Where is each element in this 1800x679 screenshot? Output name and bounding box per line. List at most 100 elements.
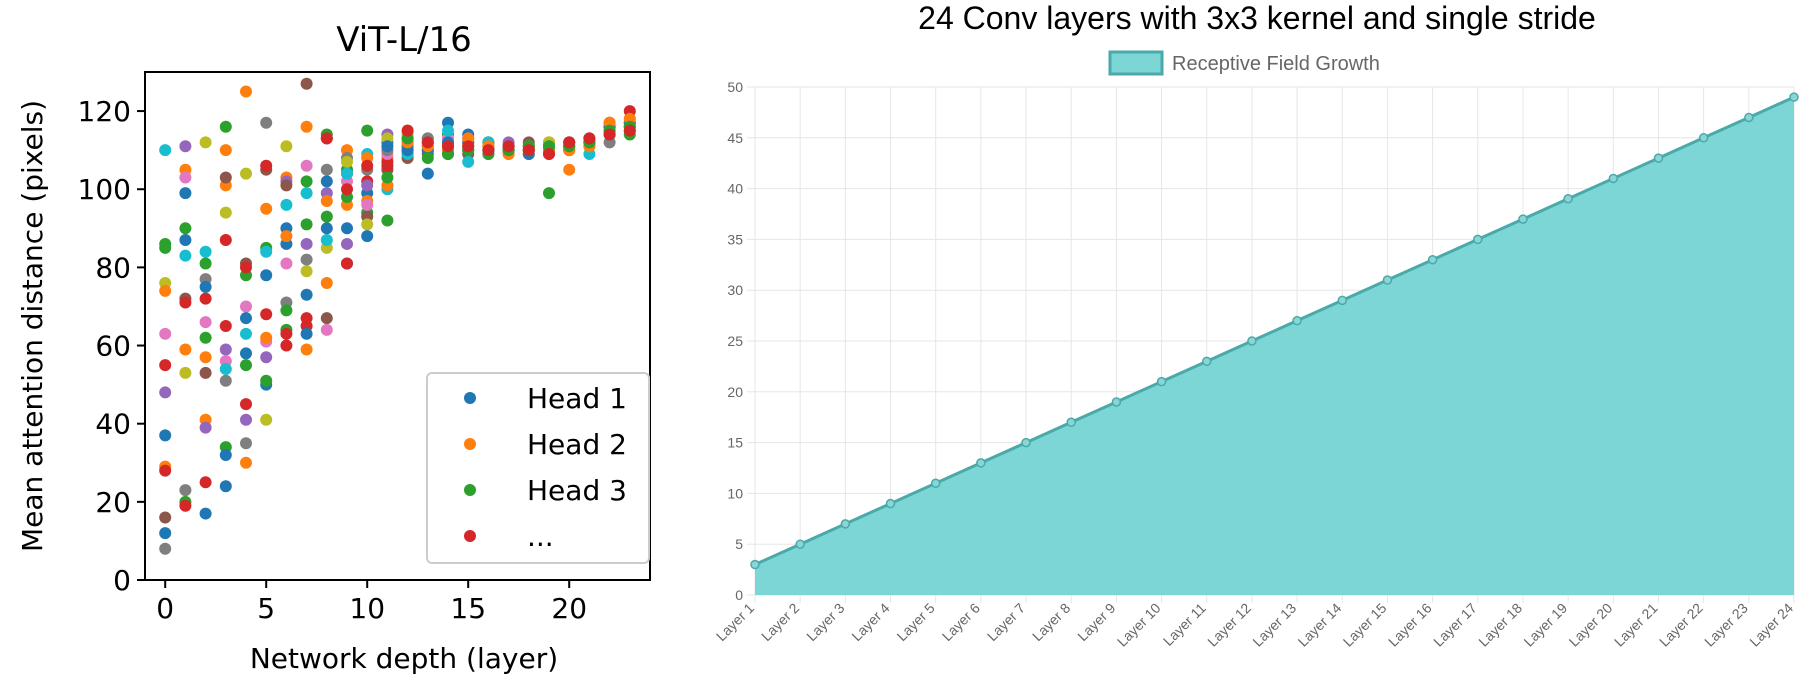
conv-data-point[interactable] xyxy=(1653,153,1664,163)
vit-data-point xyxy=(482,144,495,157)
vit-legend-label: Head 1 xyxy=(527,382,627,415)
vit-data-point xyxy=(381,140,394,153)
conv-data-point[interactable] xyxy=(840,519,851,529)
conv-data-point[interactable] xyxy=(1021,437,1031,448)
conv-x-tick-label: Layer 4 xyxy=(848,600,892,644)
vit-y-tick-label: 40 xyxy=(95,408,131,441)
vit-data-point xyxy=(280,339,293,352)
conv-data-point[interactable] xyxy=(1247,336,1257,346)
vit-data-point xyxy=(199,351,212,364)
conv-y-tick-label: 35 xyxy=(727,231,743,247)
vit-data-point xyxy=(199,292,212,305)
conv-y-tick-label: 10 xyxy=(727,485,743,501)
conv-x-tick-label: Layer 15 xyxy=(1340,600,1390,650)
vit-chart-title: ViT-L/16 xyxy=(336,20,472,60)
conv-data-point[interactable] xyxy=(1066,417,1076,428)
vit-y-tick-label: 120 xyxy=(78,95,131,128)
conv-x-tick-label: Layer 20 xyxy=(1566,600,1616,650)
vit-data-point xyxy=(442,140,454,153)
vit-x-tick-label: 10 xyxy=(349,592,385,625)
vit-data-point xyxy=(219,120,232,133)
vit-data-point xyxy=(260,269,273,282)
conv-x-tick-label: Layer 9 xyxy=(1074,600,1118,644)
conv-x-tick-label: Layer 22 xyxy=(1656,600,1706,650)
vit-data-point xyxy=(159,511,172,524)
conv-x-tick-label: Layer 13 xyxy=(1249,600,1299,650)
conv-data-point[interactable] xyxy=(795,539,805,549)
vit-data-point xyxy=(280,198,293,211)
conv-data-point[interactable] xyxy=(1744,112,1754,123)
conv-data-point[interactable] xyxy=(1337,295,1348,306)
conv-data-point[interactable] xyxy=(1292,315,1302,326)
conv-data-point[interactable] xyxy=(1789,92,1799,102)
vit-data-point xyxy=(179,484,192,497)
vit-x-tick-label: 0 xyxy=(156,592,174,625)
conv-x-tick-label: Layer 19 xyxy=(1520,600,1570,650)
vit-data-point xyxy=(300,312,313,325)
vit-data-point xyxy=(240,456,252,469)
vit-data-point xyxy=(240,167,252,180)
vit-data-point xyxy=(179,234,192,247)
conv-data-point[interactable] xyxy=(750,559,760,570)
vit-data-point xyxy=(159,144,172,157)
conv-chart-title: 24 Conv layers with 3x3 kernel and singl… xyxy=(918,0,1596,36)
vit-data-point xyxy=(260,308,273,321)
conv-area-series xyxy=(750,92,1799,595)
vit-data-point xyxy=(300,120,313,133)
conv-y-tick-label: 20 xyxy=(727,384,743,400)
vit-data-point xyxy=(320,222,333,235)
vit-data-point xyxy=(300,77,313,90)
vit-data-point xyxy=(179,499,192,512)
conv-x-tick-label: Layer 5 xyxy=(893,600,937,644)
vit-data-point xyxy=(300,218,313,231)
conv-data-point[interactable] xyxy=(1518,214,1528,224)
vit-data-point xyxy=(421,136,434,149)
conv-data-point[interactable] xyxy=(1427,254,1438,265)
vit-data-point xyxy=(179,187,192,200)
conv-y-tick-label: 30 xyxy=(727,282,743,298)
vit-data-point xyxy=(381,214,394,227)
vit-attention-scatter-chart: ViT-L/16 0 5 10 15 20 0 20 40 60 80 100 120 Network… xyxy=(16,20,651,675)
conv-data-point[interactable] xyxy=(930,478,941,488)
vit-data-point xyxy=(240,312,252,325)
conv-data-point[interactable] xyxy=(1111,397,1122,407)
vit-data-point xyxy=(219,343,232,356)
vit-data-point xyxy=(442,124,454,137)
conv-data-point[interactable] xyxy=(1201,356,1212,367)
vit-data-point xyxy=(199,316,212,329)
vit-data-point xyxy=(199,507,212,520)
vit-data-point xyxy=(361,198,374,211)
vit-legend-label: Head 2 xyxy=(527,428,627,461)
vit-data-point xyxy=(280,257,293,270)
vit-x-tick-label: 20 xyxy=(551,592,587,625)
vit-data-point xyxy=(563,163,576,176)
vit-data-point xyxy=(219,234,232,247)
vit-data-point xyxy=(320,163,333,176)
vit-data-point xyxy=(320,277,333,290)
conv-data-point[interactable] xyxy=(1563,194,1573,204)
vit-data-point xyxy=(260,245,273,258)
conv-legend[interactable]: Receptive Field Growth xyxy=(1108,50,1380,76)
conv-x-tick-label: Layer 8 xyxy=(1029,600,1073,644)
vit-data-point xyxy=(320,175,333,188)
conv-data-point[interactable] xyxy=(1156,376,1167,387)
vit-data-point xyxy=(199,257,212,270)
vit-data-point xyxy=(401,124,414,137)
conv-data-point[interactable] xyxy=(885,498,896,509)
vit-data-point xyxy=(300,159,313,172)
vit-x-axis-label: Network depth (layer) xyxy=(250,642,558,675)
conv-x-tick-label: Layer 16 xyxy=(1385,600,1435,650)
conv-data-point[interactable] xyxy=(1382,275,1393,285)
vit-y-tick-label: 0 xyxy=(113,564,131,597)
vit-data-point xyxy=(361,159,374,172)
vit-data-point xyxy=(280,304,293,317)
vit-data-point xyxy=(219,362,232,375)
vit-data-point xyxy=(219,480,232,493)
conv-data-point[interactable] xyxy=(976,458,986,468)
conv-data-point[interactable] xyxy=(1698,133,1709,143)
vit-data-point xyxy=(280,327,293,340)
conv-data-point[interactable] xyxy=(1608,173,1619,184)
vit-data-point xyxy=(320,312,333,325)
conv-data-point[interactable] xyxy=(1473,234,1483,245)
conv-receptive-field-chart: 24 Conv layers with 3x3 kernel and singl… xyxy=(713,0,1799,650)
